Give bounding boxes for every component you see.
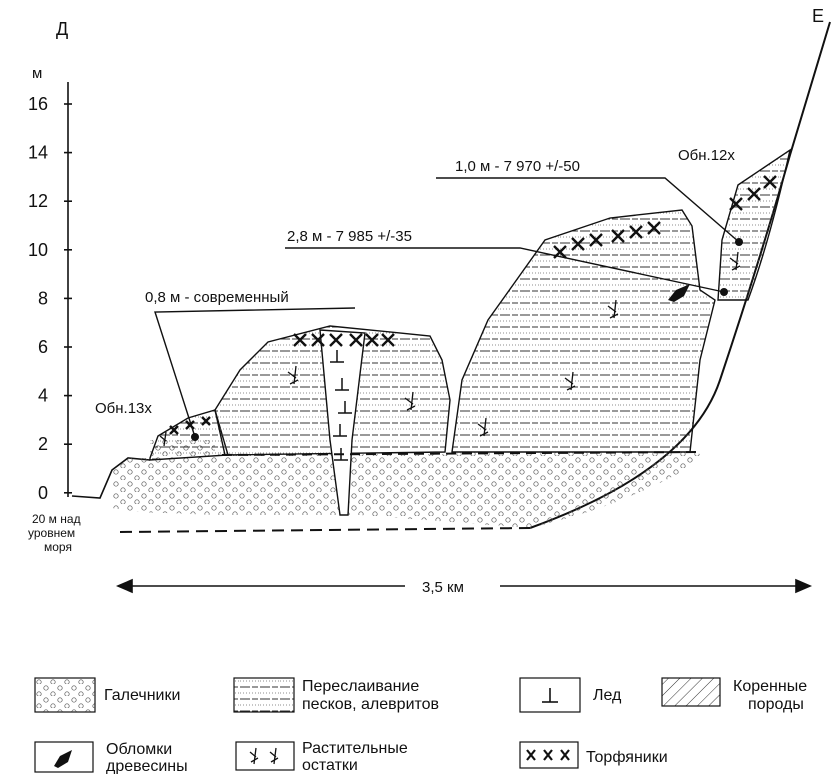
date-label-c: 1,0 м - 7 970 +/-50: [455, 158, 580, 175]
y-axis-tick-label: 0: [38, 483, 48, 503]
legend-label-ice: Лед: [593, 687, 622, 704]
date-label-a: 0,8 м - современный: [145, 289, 289, 306]
outcrop-label-left: Обн.13х: [95, 400, 152, 417]
legend-label-peat: Торфяники: [586, 749, 668, 766]
scale-bar: [115, 578, 813, 594]
peat-mark: [365, 333, 379, 347]
legend-label-wood-2: древесины: [106, 758, 188, 774]
legend-label-interbed-2: песков, алевритов: [302, 696, 439, 713]
ice-wedge: [319, 329, 366, 516]
peat-mark: [293, 333, 307, 347]
peat-mark: [311, 333, 325, 347]
plant-remains-marks: [159, 251, 741, 447]
y-axis-tick-label: 4: [38, 386, 48, 406]
y-axis-tick-label: 8: [38, 288, 48, 308]
y-axis-tick-label: 6: [38, 337, 48, 357]
date-label-b: 2,8 м - 7 985 +/-35: [287, 228, 412, 245]
peat-mark: [169, 425, 179, 435]
peat-mark: [611, 229, 625, 243]
terrace-upper-right: [717, 148, 792, 301]
y-axis-tick-label: 12: [28, 191, 48, 211]
peat-mark: [349, 333, 363, 347]
peat-mark: [589, 233, 603, 247]
peat-mark: [747, 187, 761, 201]
pebble-layer: [112, 440, 705, 528]
legend-label-plants-2: остатки: [302, 757, 358, 774]
terrace-right: [451, 209, 716, 453]
y-axis: м 16 14 12 10 8 6 4 2 0 20 м над уровнем моря: [28, 65, 81, 554]
base-dashed: [119, 527, 531, 533]
peat-mark: [381, 333, 395, 347]
y-axis-tick-label: 10: [28, 240, 48, 260]
legend-label-bedrock-2: породы: [748, 696, 804, 713]
scale-label: 3,5 км: [422, 579, 464, 596]
outcrop-label-right: Обн.12х: [678, 147, 735, 164]
peat-marks: [169, 175, 777, 435]
base-note-line-2: уровнем: [28, 526, 75, 540]
legend-label-interbed-1: Переслаивание: [302, 678, 419, 695]
legend-label-wood-1: Обломки: [106, 741, 172, 758]
y-axis-tick-label: 16: [28, 94, 48, 114]
legend-swatch-wood: [34, 741, 94, 773]
peat-mark: [629, 225, 643, 239]
leader-lines: [154, 177, 740, 438]
y-axis-unit: м: [32, 65, 42, 82]
peat-mark: [763, 175, 777, 189]
legend-swatch-interbed: [233, 677, 295, 713]
legend: Галечники Переслаивание песков, алеврито…: [34, 677, 807, 774]
corner-label-left: Д: [56, 19, 68, 39]
base-note-line-1: 20 м над: [32, 512, 81, 526]
peat-mark: [729, 197, 743, 211]
y-axis-tick-label: 14: [28, 143, 48, 163]
corner-label-right: Е: [812, 6, 824, 26]
legend-label-bedrock-1: Коренные: [733, 678, 807, 695]
legend-swatch-bedrock: [661, 677, 721, 707]
wood-fragment: [668, 284, 690, 302]
legend-swatch-plants: [235, 741, 295, 771]
base-note-line-3: моря: [44, 540, 72, 554]
legend-label-pebbles: Галечники: [104, 687, 180, 704]
y-axis-tick-label: 2: [38, 434, 48, 454]
peat-mark: [571, 237, 585, 251]
peat-mark: [329, 333, 343, 347]
legend-swatch-pebbles: [34, 677, 96, 713]
legend-label-plants-1: Растительные: [302, 740, 408, 757]
peat-mark: [647, 221, 661, 235]
peat-mark: [201, 416, 211, 426]
